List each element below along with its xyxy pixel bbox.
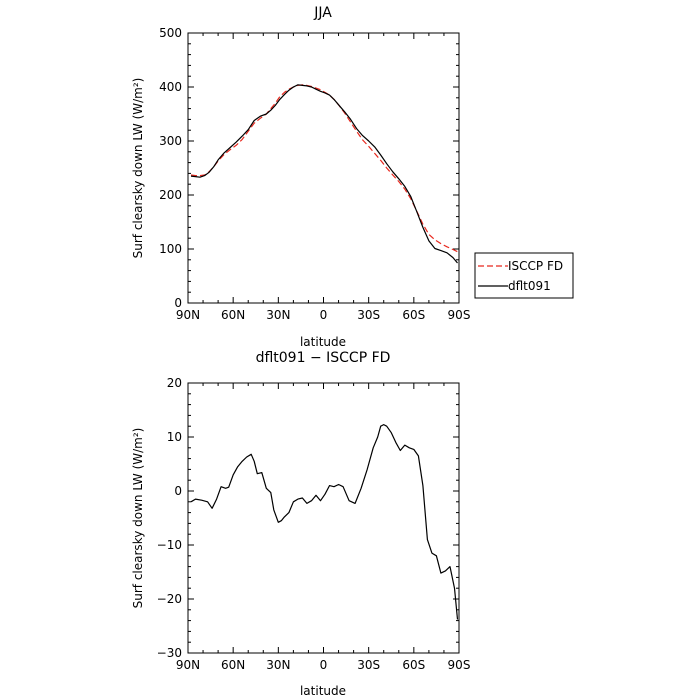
- top-y-axis-label: Surf clearsky down LW (W/m²): [131, 78, 145, 259]
- bottom-x-tick-labels: 90N 60N 30N 0 30S 60S 90S: [176, 658, 471, 672]
- bottom-y-tick-label: −20: [157, 592, 182, 606]
- top-panel: JJA 90N 60N 30N 0 30S 60S 90S 0 100 200 300 400 500…: [131, 5, 574, 349]
- top-x-tick-label: 0: [320, 308, 328, 322]
- bottom-x-tick-label: 30N: [266, 658, 290, 672]
- top-x-tick-label: 60N: [221, 308, 245, 322]
- bottom-y-axis-label: Surf clearsky down LW (W/m²): [131, 428, 145, 609]
- legend: ISCCP FD dflt091: [474, 252, 574, 299]
- top-y-tick-label: 500: [159, 26, 182, 40]
- top-series-group: [190, 84, 458, 264]
- bottom-x-tick-label: 60S: [402, 658, 425, 672]
- bottom-series-line-difference: [190, 424, 459, 620]
- top-x-tick-labels: 90N 60N 30N 0 30S 60S 90S: [176, 308, 471, 322]
- top-plot-frame: [187, 32, 460, 304]
- bottom-x-tick-label: 60N: [221, 658, 245, 672]
- bottom-panel: dflt091 − ISCCP FD 90N 60N 30N 0 30S 60S 90S −…: [131, 350, 470, 698]
- bottom-x-tick-label: 0: [320, 658, 328, 672]
- bottom-series-group: [190, 424, 459, 620]
- top-x-tick-label: 30N: [266, 308, 290, 322]
- top-chart-title: JJA: [313, 5, 332, 21]
- bottom-y-tick-label: 10: [167, 430, 182, 444]
- bottom-x-tick-label: 90S: [448, 658, 471, 672]
- bottom-axis-ticks: [187, 382, 460, 654]
- bottom-x-tick-label: 90N: [176, 658, 200, 672]
- top-y-tick-label: 200: [159, 188, 182, 202]
- top-y-tick-label: 300: [159, 134, 182, 148]
- top-series-line-dflt091: [190, 84, 458, 264]
- top-y-tick-label: 400: [159, 80, 182, 94]
- bottom-y-tick-labels: −30 −20 −10 0 10 20: [157, 376, 182, 660]
- top-axis-ticks: [187, 32, 460, 304]
- bottom-plot-frame: [187, 382, 460, 654]
- top-x-tick-label: 90S: [448, 308, 471, 322]
- top-series-line-isccp-fd: [190, 84, 458, 253]
- bottom-y-tick-label: −30: [157, 646, 182, 660]
- bottom-y-tick-label: −10: [157, 538, 182, 552]
- legend-label-dflt091: dflt091: [508, 279, 551, 293]
- top-x-tick-label: 30S: [357, 308, 380, 322]
- top-x-tick-label: 60S: [402, 308, 425, 322]
- top-y-tick-label: 0: [174, 296, 182, 310]
- top-x-axis-label: latitude: [300, 335, 346, 349]
- legend-label-isccp: ISCCP FD: [508, 259, 563, 273]
- bottom-y-tick-label: 0: [174, 484, 182, 498]
- top-y-tick-label: 100: [159, 242, 182, 256]
- bottom-y-tick-label: 20: [167, 376, 182, 390]
- bottom-x-axis-label: latitude: [300, 684, 346, 698]
- bottom-x-tick-label: 30S: [357, 658, 380, 672]
- legend-box: [474, 252, 574, 299]
- top-x-tick-label: 90N: [176, 308, 200, 322]
- top-y-tick-labels: 0 100 200 300 400 500: [159, 26, 182, 310]
- bottom-chart-title: dflt091 − ISCCP FD: [256, 350, 391, 366]
